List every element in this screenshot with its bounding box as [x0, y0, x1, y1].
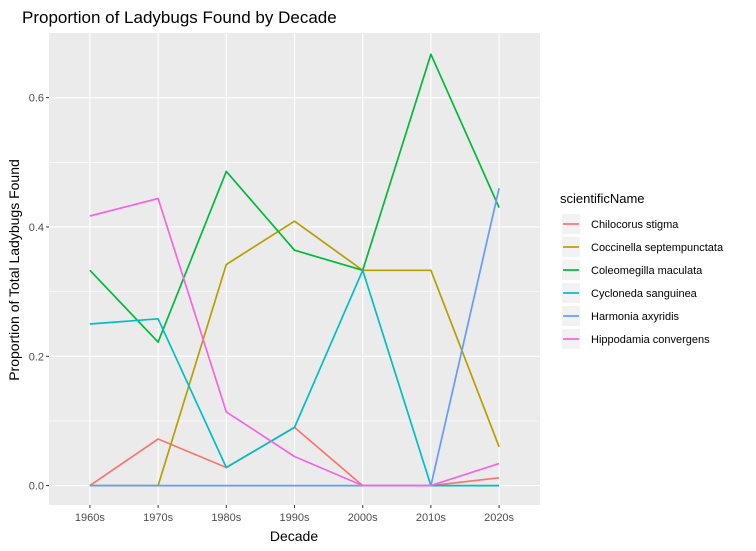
x-tick-label: 1970s — [143, 512, 173, 524]
x-axis-title: Decade — [270, 528, 318, 544]
x-tick-label: 2020s — [484, 512, 514, 524]
legend-label: Cycloneda sanguinea — [591, 288, 698, 300]
y-tick-label: 0.4 — [29, 222, 44, 234]
x-tick-label: 1990s — [280, 512, 310, 524]
legend-label: Hippodamia convergens — [591, 334, 710, 346]
legend-title: scientificName — [560, 191, 645, 206]
legend-label: Coccinella septempunctata — [591, 242, 724, 254]
legend: scientificName Chilocorus stigma Coccinel… — [560, 191, 724, 349]
x-tick-label: 2010s — [416, 512, 446, 524]
legend-label: Chilocorus stigma — [591, 219, 679, 231]
y-tick-label: 0.2 — [29, 351, 44, 363]
x-tick-label: 2000s — [348, 512, 378, 524]
y-axis-title: Proportion of Total Ladybugs Found — [6, 159, 22, 381]
y-tick-label: 0.0 — [29, 481, 44, 493]
x-tick-label: 1960s — [75, 512, 105, 524]
series-line — [89, 197, 500, 487]
chart-title: Proportion of Ladybugs Found by Decade — [22, 8, 337, 27]
x-axis: 1960s 1970s 1980s 1990s 2000s 2010s 2020s — [75, 505, 515, 524]
x-tick-label: 1980s — [211, 512, 241, 524]
y-axis: 0.0 0.2 0.4 0.6 — [29, 93, 49, 493]
legend-label: Coleomegilla maculata — [591, 265, 703, 277]
series-lines — [89, 53, 500, 487]
legend-label: Harmonia axyridis — [591, 311, 680, 323]
series-line — [89, 53, 500, 343]
y-tick-label: 0.6 — [29, 93, 44, 105]
